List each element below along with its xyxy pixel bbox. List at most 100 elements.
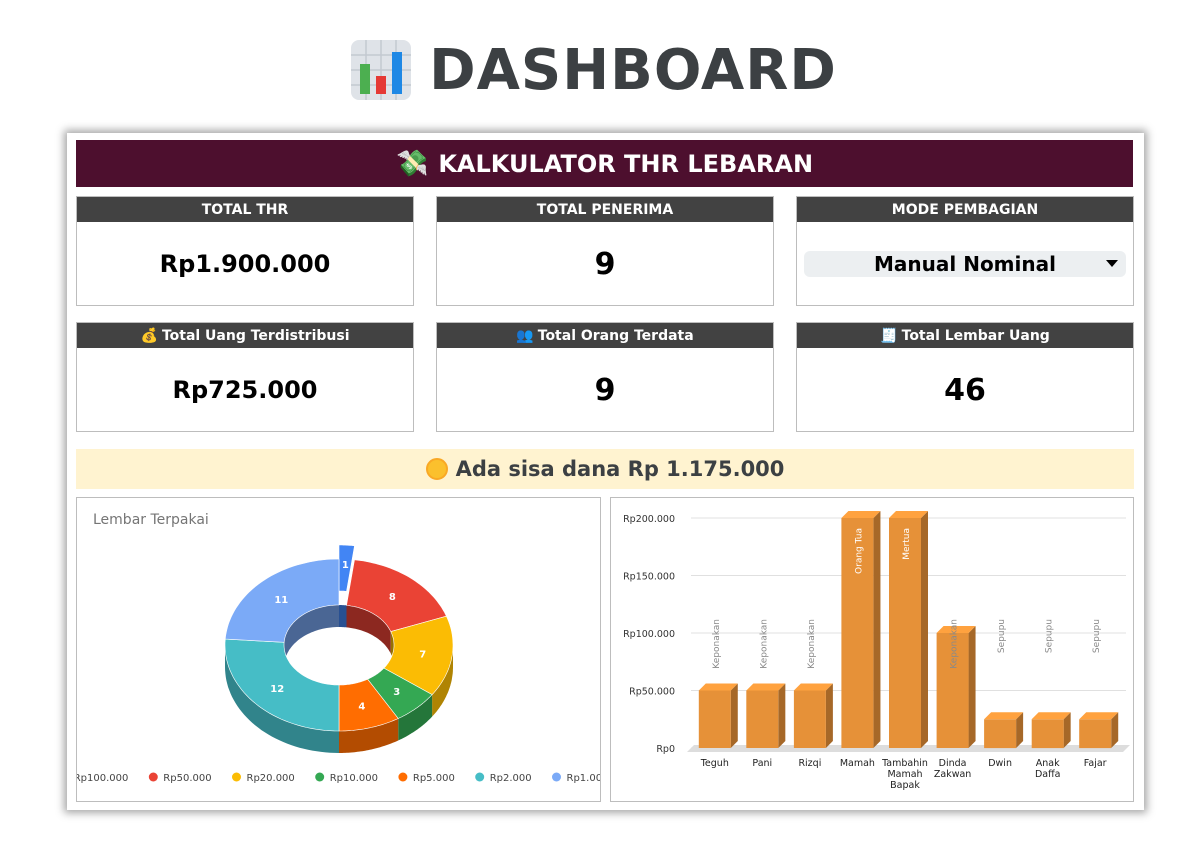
- legend-label: Rp50.000: [163, 773, 211, 784]
- legend-label: Rp2.000: [490, 773, 532, 784]
- donut-outer-wall: [432, 645, 453, 717]
- x-tick-label: Mamah: [840, 758, 875, 769]
- donut-outer-wall: [225, 645, 339, 753]
- bar-annotation: Keponakan: [759, 619, 769, 669]
- x-tick-label: Rizqi: [798, 758, 821, 769]
- bar[interactable]: [698, 690, 731, 749]
- total-orang-value: 9: [594, 372, 616, 408]
- total-penerima-label: TOTAL PENERIMA: [437, 197, 773, 222]
- legend-item[interactable]: Rp1.000: [552, 772, 608, 785]
- x-tick-label: Fajar: [1084, 758, 1107, 769]
- bar-group: Sepupu: [984, 619, 1024, 749]
- bar-group: Mertua: [889, 511, 928, 748]
- total-penerima-card: TOTAL PENERIMA 9: [436, 196, 774, 306]
- legend-label: Rp10.000: [330, 773, 378, 784]
- legend-swatch: [398, 772, 408, 782]
- total-uang-card: 💰 Total Uang Terdistribusi Rp725.000: [76, 322, 414, 432]
- total-uang-value: Rp725.000: [172, 376, 318, 404]
- bar-side: [968, 626, 976, 748]
- bar-annotation: Sepupu: [997, 619, 1007, 653]
- donut-chart: 1 8 7 3 4 12 11 Rp100.000 Rp50.000 Rp20.000 Rp10.0…: [59, 544, 608, 785]
- bar-side: [921, 511, 928, 748]
- coin-icon: [425, 458, 448, 480]
- donut-slice-label: 8: [389, 592, 396, 603]
- legend-item[interactable]: Rp5.000: [398, 772, 455, 785]
- bar-top: [746, 683, 786, 691]
- total-lembar-card: 🧾 Total Lembar Uang 46: [796, 322, 1134, 432]
- legend-item[interactable]: Rp20.000: [232, 772, 295, 785]
- people-icon: 👥: [516, 327, 534, 344]
- pie-chart-title: Lembar Terpakai: [93, 512, 209, 528]
- remaining-funds-notice: Ada sisa dana Rp 1.175.000: [76, 449, 1134, 489]
- x-tick-label: Dwin: [988, 758, 1012, 769]
- bar-group: Keponakan: [936, 619, 976, 748]
- total-orang-card: 👥 Total Orang Terdata 9: [436, 322, 774, 432]
- bar[interactable]: [746, 690, 779, 749]
- bar-annotation: Keponakan: [950, 619, 960, 669]
- donut-slice-group: 12: [224, 638, 340, 732]
- legend-item[interactable]: Rp50.000: [148, 772, 212, 785]
- mode-pembagian-dropdown[interactable]: Manual Nominal: [804, 251, 1126, 277]
- donut-slice-label: 7: [419, 650, 426, 661]
- legend-item[interactable]: Rp10.000: [315, 772, 378, 785]
- legend-swatch: [552, 772, 561, 782]
- bar-annotation: Mertua: [902, 528, 912, 560]
- legend-swatch: [148, 772, 158, 782]
- bar-annotation: Sepupu: [1045, 619, 1055, 653]
- bar-top: [698, 683, 738, 691]
- bar-chart: Rp0 Rp50.000 Rp100.000 Rp150.000 Rp200.000 Ke…: [623, 511, 1130, 791]
- mode-pembagian-value: Manual Nominal: [874, 252, 1056, 276]
- bar[interactable]: [984, 719, 1017, 749]
- y-tick-label: Rp50.000: [629, 687, 675, 698]
- bar-chart-icon: [351, 40, 412, 100]
- y-tick-label: Rp150.000: [623, 572, 675, 583]
- donut-inner-wall: [339, 605, 347, 628]
- y-tick-label: Rp100.000: [623, 629, 675, 640]
- bar[interactable]: [1079, 719, 1112, 749]
- donut-slice-label: 4: [358, 702, 365, 713]
- bar-annotation: Orang Tua: [854, 528, 864, 574]
- y-tick-label: Rp0: [656, 744, 675, 755]
- total-orang-label: Total Orang Terdata: [537, 327, 694, 344]
- legend-label: Rp20.000: [247, 773, 295, 784]
- bar-side: [873, 511, 881, 748]
- remaining-funds-text: Ada sisa dana Rp 1.175.000: [455, 457, 785, 481]
- donut-slice[interactable]: [338, 544, 355, 592]
- donut-slice[interactable]: [224, 558, 340, 643]
- y-tick-label: Rp200.000: [623, 514, 675, 525]
- bar-top: [984, 712, 1024, 720]
- total-thr-label: TOTAL THR: [77, 197, 413, 222]
- bar[interactable]: [793, 690, 826, 749]
- bar[interactable]: [841, 518, 874, 748]
- bar-top: [1079, 712, 1119, 720]
- bar-side: [1111, 712, 1119, 748]
- legend-item[interactable]: Rp100.000: [59, 772, 128, 785]
- bar-top: [889, 511, 928, 518]
- bar[interactable]: [889, 518, 921, 748]
- bar-top: [936, 626, 976, 633]
- bar-side: [1063, 712, 1071, 748]
- donut-slice-label: 1: [342, 560, 349, 571]
- bar-side: [1016, 712, 1024, 748]
- page-header: DASHBOARD: [0, 30, 1186, 110]
- donut-outer-wall: [398, 694, 433, 741]
- x-tick-label: Zakwan: [934, 769, 971, 780]
- bar-top: [841, 511, 881, 518]
- money-with-wings-icon: 💸: [395, 148, 429, 179]
- x-tick-label: Teguh: [700, 758, 729, 769]
- total-lembar-label: Total Lembar Uang: [901, 327, 1050, 344]
- bar-group: Keponakan: [698, 619, 738, 749]
- total-lembar-value: 46: [944, 372, 986, 408]
- legend-label: Rp1.000: [567, 773, 601, 784]
- bar[interactable]: [936, 633, 969, 748]
- bar-annotation: Keponakan: [807, 619, 817, 669]
- total-uang-label: Total Uang Terdistribusi: [161, 327, 350, 344]
- bar[interactable]: [1031, 719, 1064, 749]
- legend-swatch: [232, 772, 241, 782]
- bar-group: Sepupu: [1079, 619, 1119, 749]
- bar-top: [1031, 712, 1071, 720]
- mode-pembagian-label: MODE PEMBAGIAN: [797, 197, 1133, 222]
- legend-item[interactable]: Rp2.000: [475, 772, 532, 785]
- chevron-down-icon[interactable]: [1106, 260, 1118, 267]
- bar-group: Keponakan: [793, 619, 833, 749]
